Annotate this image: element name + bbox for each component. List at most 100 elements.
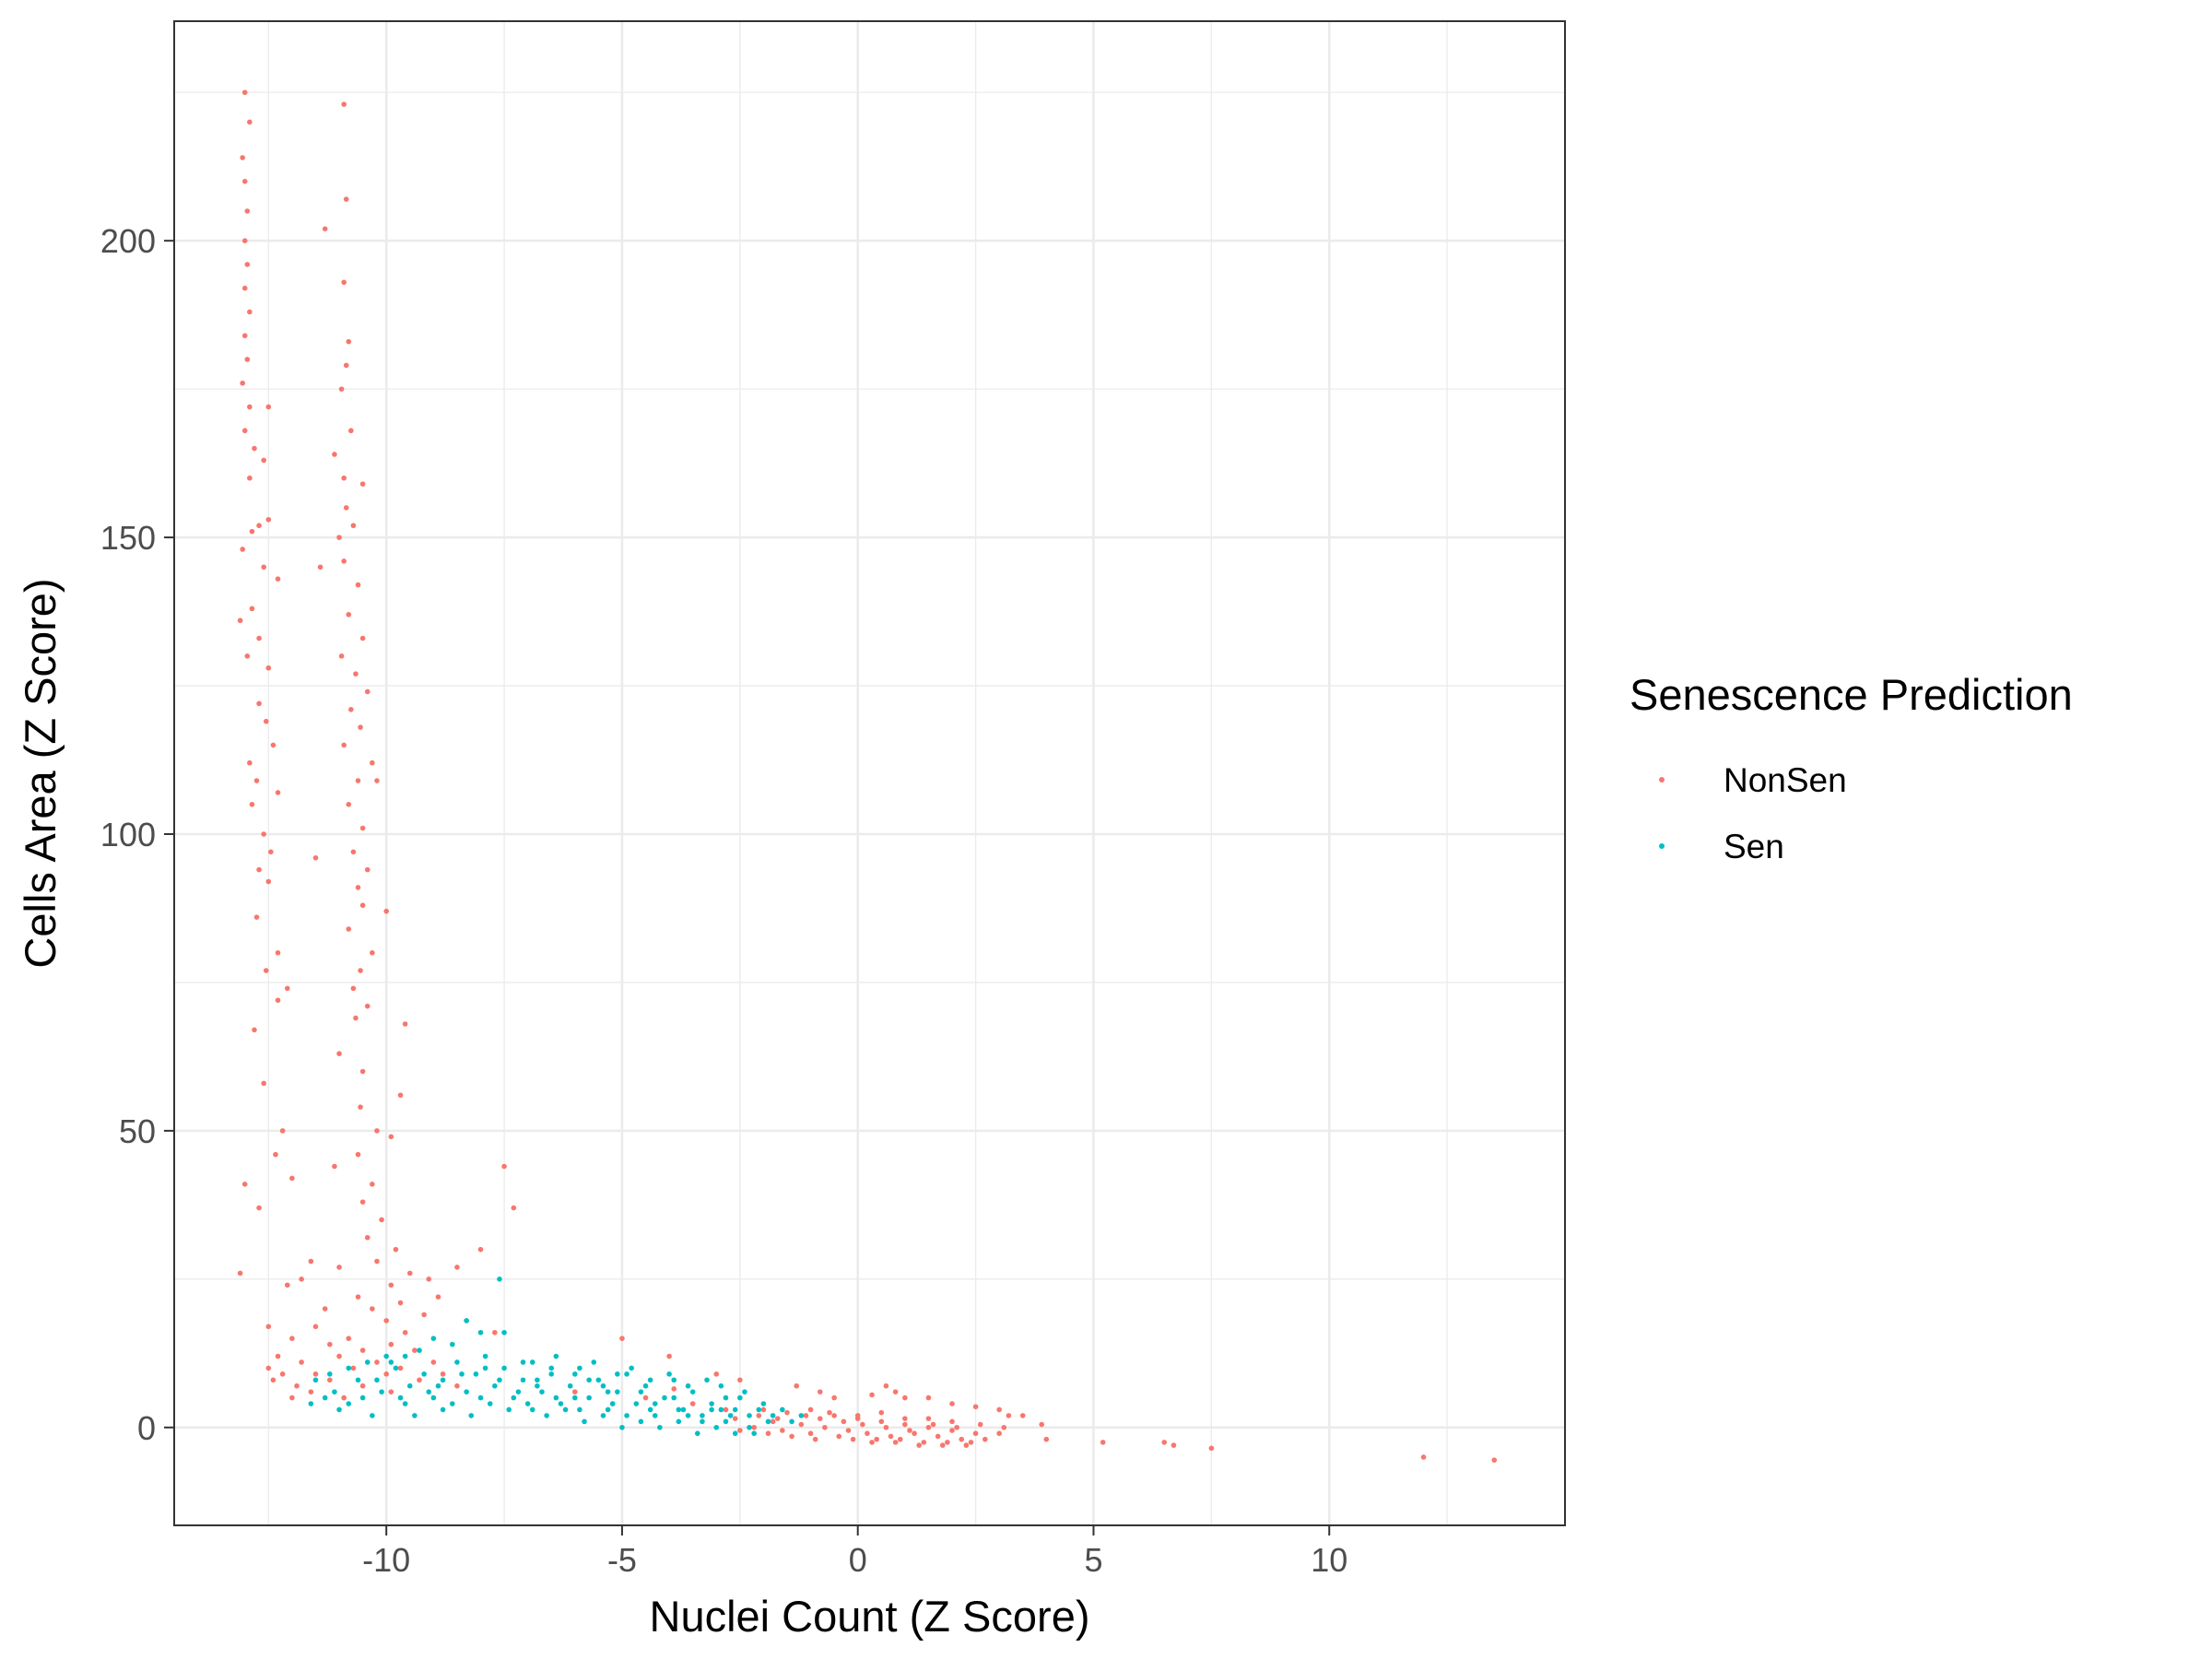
data-point-nonsen [241, 179, 248, 184]
data-point-nonsen [945, 1440, 950, 1445]
data-point-nonsen [883, 1424, 889, 1430]
data-point-nonsen [355, 1294, 361, 1300]
data-point-nonsen [1420, 1454, 1427, 1460]
data-point-nonsen [454, 1265, 460, 1270]
data-point-nonsen [1006, 1413, 1012, 1418]
data-point-nonsen [642, 1394, 649, 1401]
data-point-nonsen [299, 1277, 304, 1282]
data-point-sen [756, 1406, 762, 1413]
data-point-nonsen [355, 1151, 361, 1158]
data-point-nonsen [831, 1394, 837, 1401]
data-point-sen [535, 1382, 540, 1389]
data-point-nonsen [256, 866, 262, 873]
legend-key-nonsen [1659, 777, 1665, 782]
data-point-sen [370, 1413, 375, 1418]
data-point-sen [709, 1401, 714, 1406]
data-point-nonsen [412, 1347, 418, 1353]
data-point-nonsen [963, 1442, 970, 1448]
data-point-sen [657, 1424, 663, 1430]
data-point-nonsen [388, 1134, 394, 1140]
y-tick-label: 0 [137, 1409, 156, 1447]
data-point-nonsen [353, 1015, 359, 1021]
data-point-sen [487, 1401, 493, 1406]
data-point-nonsen [289, 1335, 295, 1342]
data-point-nonsen [388, 1341, 394, 1347]
data-point-nonsen [341, 279, 347, 286]
data-point-sen [742, 1389, 747, 1394]
data-point-nonsen [379, 1217, 384, 1223]
data-point-nonsen [252, 1027, 257, 1033]
data-point-sen [426, 1389, 432, 1394]
data-point-sen [798, 1413, 805, 1418]
data-point-nonsen [364, 688, 371, 695]
data-point-nonsen [241, 1182, 248, 1187]
grid-lines [174, 21, 1565, 1525]
data-point-nonsen [249, 606, 255, 612]
data-point-sen [402, 1401, 408, 1406]
data-point-sen [676, 1418, 682, 1425]
y-tick-label: 200 [100, 222, 156, 260]
data-point-nonsen [949, 1428, 955, 1433]
data-point-nonsen [977, 1421, 983, 1428]
data-point-nonsen [1039, 1421, 1045, 1428]
data-point-sen [450, 1401, 455, 1406]
data-point-sen [402, 1353, 408, 1359]
data-point-nonsen [265, 665, 272, 671]
data-point-nonsen [930, 1421, 936, 1428]
data-point-nonsen [253, 778, 260, 783]
data-point-sen [520, 1359, 526, 1365]
data-point-nonsen [346, 1335, 352, 1342]
data-point-nonsen [289, 1394, 295, 1401]
data-point-nonsen [265, 1324, 272, 1330]
data-point-nonsen [275, 790, 281, 795]
data-point-sen [430, 1335, 437, 1342]
data-point-nonsen [982, 1436, 988, 1442]
data-point-sen [374, 1377, 380, 1383]
legend-label-nonsen: NonSen [1724, 761, 1847, 799]
data-point-sen [327, 1371, 333, 1377]
data-point-nonsen [869, 1392, 875, 1398]
data-point-nonsen [374, 778, 380, 783]
data-point-sen [511, 1394, 517, 1401]
data-point-nonsen [756, 1413, 762, 1418]
data-point-sen [700, 1413, 705, 1418]
data-point-nonsen [402, 1021, 408, 1027]
data-point-nonsen [350, 849, 357, 855]
data-point-sen [558, 1401, 564, 1406]
data-point-nonsen [874, 1436, 879, 1442]
data-point-nonsen [780, 1428, 785, 1433]
data-point-nonsen [240, 380, 245, 386]
data-point-nonsen [492, 1329, 498, 1335]
data-point-sen [671, 1377, 677, 1383]
data-point-nonsen [265, 404, 272, 410]
data-point-nonsen [619, 1335, 625, 1342]
data-point-nonsen [1043, 1436, 1050, 1442]
data-point-nonsen [279, 1128, 286, 1134]
data-point-sen [713, 1424, 720, 1430]
data-point-nonsen [263, 968, 269, 973]
data-point-nonsen [341, 559, 347, 564]
data-point-nonsen [374, 1359, 380, 1365]
x-tick-label: -10 [362, 1541, 410, 1579]
data-point-nonsen [359, 825, 366, 831]
data-point-sen [440, 1406, 446, 1413]
data-point-nonsen [812, 1436, 818, 1442]
data-point-nonsen [1100, 1440, 1106, 1445]
data-point-nonsen [897, 1436, 903, 1442]
data-point-nonsen [388, 1389, 394, 1394]
data-point-sen [571, 1394, 578, 1401]
data-point-nonsen [774, 1416, 781, 1421]
data-point-sen [477, 1329, 484, 1335]
data-point-nonsen [1001, 1424, 1007, 1430]
legend-title: Senescence Prediction [1630, 670, 2073, 719]
data-point-nonsen [358, 1104, 363, 1110]
x-tick-label: 0 [849, 1541, 867, 1579]
data-point-sen [586, 1377, 592, 1383]
x-tick-label: -5 [607, 1541, 637, 1579]
data-point-sen [582, 1418, 587, 1425]
data-point-nonsen [968, 1440, 974, 1445]
data-point-nonsen [270, 742, 276, 748]
data-point-nonsen [265, 1365, 272, 1371]
data-point-sen [577, 1365, 582, 1371]
